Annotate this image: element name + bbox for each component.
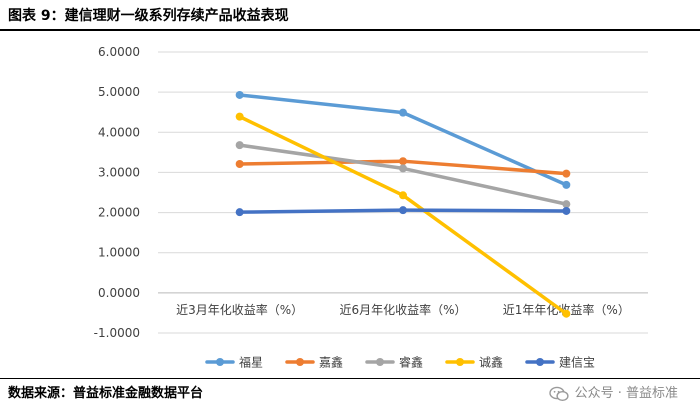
legend-item: 嘉鑫 bbox=[285, 355, 343, 370]
data-point bbox=[562, 309, 571, 318]
series-lines bbox=[235, 90, 571, 318]
legend-swatch-marker bbox=[456, 358, 464, 366]
x-tick-label: 近6月年化收益率（%） bbox=[339, 302, 466, 317]
y-tick-label: 1.0000 bbox=[98, 246, 140, 260]
legend-item: 睿鑫 bbox=[365, 355, 423, 370]
legend-label: 睿鑫 bbox=[399, 355, 423, 370]
data-point bbox=[562, 206, 571, 215]
legend-swatch-marker bbox=[296, 358, 304, 366]
data-point bbox=[399, 191, 407, 200]
y-tick-label: 5.0000 bbox=[98, 85, 140, 99]
data-point bbox=[235, 159, 244, 168]
legend-item: 建信宝 bbox=[525, 356, 595, 370]
x-tick-label: 近1年年化收益率（%） bbox=[503, 302, 630, 317]
data-point bbox=[562, 180, 571, 189]
y-tick-label: 2.0000 bbox=[98, 206, 140, 220]
data-point bbox=[399, 108, 407, 117]
figure-title: 图表 9：建信理财一级系列存续产品收益表现 bbox=[8, 8, 289, 24]
legend-label: 福星 bbox=[239, 355, 263, 370]
data-point bbox=[562, 169, 571, 178]
legend-swatch-marker bbox=[376, 358, 384, 366]
legend-swatch-marker bbox=[536, 358, 544, 366]
source-note: 数据来源：普益标准金融数据平台 bbox=[8, 386, 204, 401]
legend: 福星 嘉鑫 睿鑫 诚鑫 建信宝 bbox=[205, 355, 595, 370]
line-chart: -1.0000 0.0000 1.0000 2.0000 3.0000 4.0000 5.0… bbox=[94, 45, 648, 370]
data-point bbox=[399, 164, 407, 173]
legend-item: 福星 bbox=[205, 355, 263, 370]
source-rule bbox=[0, 378, 700, 379]
series-line bbox=[237, 114, 569, 316]
watermark: 公众号 · 普益标准 bbox=[548, 382, 678, 406]
data-point bbox=[399, 206, 407, 215]
legend-label: 诚鑫 bbox=[479, 355, 503, 370]
x-axis: 近3月年化收益率（%） 近6月年化收益率（%） 近1年年化收益率（%） bbox=[158, 292, 648, 317]
wechat-icon bbox=[548, 386, 569, 402]
legend-swatch-marker bbox=[216, 358, 224, 366]
data-point bbox=[235, 208, 244, 217]
data-point bbox=[235, 112, 244, 121]
y-tick-label: -1.0000 bbox=[94, 326, 140, 340]
y-tick-label: 4.0000 bbox=[98, 125, 140, 139]
watermark-text: 公众号 · 普益标准 bbox=[574, 386, 678, 401]
x-tick-label: 近3月年化收益率（%） bbox=[176, 302, 303, 317]
y-tick-label: 3.0000 bbox=[98, 165, 140, 179]
y-axis: -1.0000 0.0000 1.0000 2.0000 3.0000 4.0000 5.0… bbox=[94, 45, 140, 340]
y-tick-label: 6.0000 bbox=[98, 45, 140, 59]
data-point bbox=[235, 141, 244, 150]
title-rule bbox=[0, 29, 700, 31]
legend-label: 嘉鑫 bbox=[319, 355, 343, 370]
legend-label: 建信宝 bbox=[559, 356, 595, 370]
data-point bbox=[399, 157, 407, 166]
data-point bbox=[235, 90, 244, 99]
y-tick-label: 0.0000 bbox=[98, 286, 140, 300]
legend-item: 诚鑫 bbox=[445, 355, 503, 370]
data-point bbox=[562, 200, 571, 209]
